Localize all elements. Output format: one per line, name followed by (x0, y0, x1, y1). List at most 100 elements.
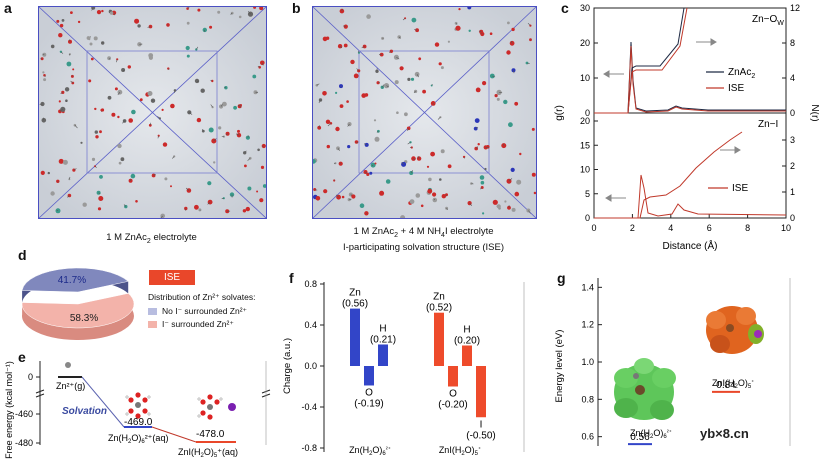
atom (415, 193, 421, 198)
atom (489, 32, 493, 35)
atom (65, 99, 68, 102)
atom (399, 66, 404, 71)
atom (362, 44, 367, 49)
bond (316, 83, 320, 86)
legend-ise-bottom: ISE (732, 183, 748, 194)
bond (382, 84, 385, 88)
atom (510, 167, 515, 172)
panel-d-pie: 41.7% 58.3% (21, 267, 135, 340)
atom (366, 172, 370, 176)
state-zni-h2o5-label: ZnI(H2O)5⁺(aq) (178, 447, 238, 459)
pie-slice-label: 41.7% (58, 275, 86, 286)
charge-bar (448, 366, 458, 387)
bottom-right-tick-label: 0 (790, 213, 795, 223)
group2-name: ZnI(H2O)5⁺ (439, 445, 481, 457)
atom (94, 130, 98, 134)
bottom-left-tick-label: 20 (580, 116, 590, 126)
bond (60, 51, 64, 54)
bond (401, 162, 404, 165)
atom (357, 51, 361, 54)
atom (468, 29, 471, 32)
bond (339, 162, 341, 164)
bond (69, 176, 71, 180)
atom (96, 10, 102, 15)
atom (120, 157, 125, 162)
bond (172, 156, 175, 159)
atom (147, 91, 153, 96)
charge-bar (378, 344, 388, 366)
atom (322, 36, 328, 42)
level-y-label: Energy level (eV) (554, 330, 565, 403)
atom (422, 89, 426, 94)
atom (341, 195, 345, 199)
bond (356, 68, 359, 71)
atom (323, 189, 328, 194)
series-znac2-top-gr (594, 41, 786, 114)
atom (335, 126, 340, 132)
rdf-bottom-title: Zn−I (758, 119, 778, 130)
atom (58, 158, 64, 164)
atom (253, 7, 257, 9)
atom (525, 61, 529, 65)
atom (477, 143, 480, 146)
atom (410, 77, 415, 81)
series-ise-bottom-nr (594, 131, 743, 219)
atom (519, 152, 522, 156)
x-tick-label: 0 (591, 223, 596, 233)
panel-a-caption: 1 M ZnAc2 electrolyte (106, 232, 197, 245)
bond (244, 150, 247, 153)
energy-tick-label-0: 0 (28, 372, 33, 382)
panel-e-label: e (18, 349, 26, 365)
bottom-left-tick-label: 5 (585, 189, 590, 199)
atom (98, 196, 104, 201)
panel-a-molecules (39, 7, 266, 218)
rdf-x-label: Distance (Å) (662, 239, 717, 252)
atom (170, 185, 172, 188)
x-tick-label: 10 (781, 223, 791, 233)
atom (335, 91, 338, 94)
bond (213, 138, 217, 142)
bond (224, 86, 226, 88)
atom (218, 126, 222, 130)
bond (257, 65, 260, 68)
x-tick-label: 2 (630, 223, 635, 233)
atom (406, 126, 411, 131)
bond (117, 92, 121, 96)
atom (107, 95, 112, 100)
atom (313, 159, 316, 164)
atom (70, 11, 73, 14)
atom (139, 98, 143, 102)
connector-2 (151, 426, 197, 443)
panel-a-label: a (4, 0, 12, 16)
bond (262, 62, 264, 66)
atom (196, 117, 202, 123)
atom (58, 33, 63, 38)
bond (413, 91, 416, 93)
atom (430, 151, 435, 157)
atom (385, 179, 391, 184)
bond (225, 133, 228, 136)
atom (507, 21, 510, 25)
atom (334, 162, 337, 165)
bond (361, 46, 365, 49)
atom (222, 101, 227, 107)
bond (247, 11, 251, 15)
atom (508, 122, 513, 128)
bond (527, 22, 531, 26)
bond (396, 57, 400, 60)
bond (475, 146, 479, 149)
panel-b-simulation-box (312, 6, 537, 219)
panel-a-simulation-box (38, 6, 267, 219)
atom (514, 191, 520, 197)
atom (207, 181, 212, 186)
atom (496, 204, 501, 209)
bond (413, 158, 416, 161)
bond (469, 202, 473, 206)
panel-b-caption-line1: 1 M ZnAc2 + 4 M NH4I electrolyte (353, 226, 494, 239)
atom (186, 54, 190, 58)
bond (407, 128, 409, 131)
atom (482, 81, 487, 86)
bond (123, 204, 127, 207)
atom (77, 20, 81, 24)
charge-bar-value: (0.56) (342, 299, 368, 310)
